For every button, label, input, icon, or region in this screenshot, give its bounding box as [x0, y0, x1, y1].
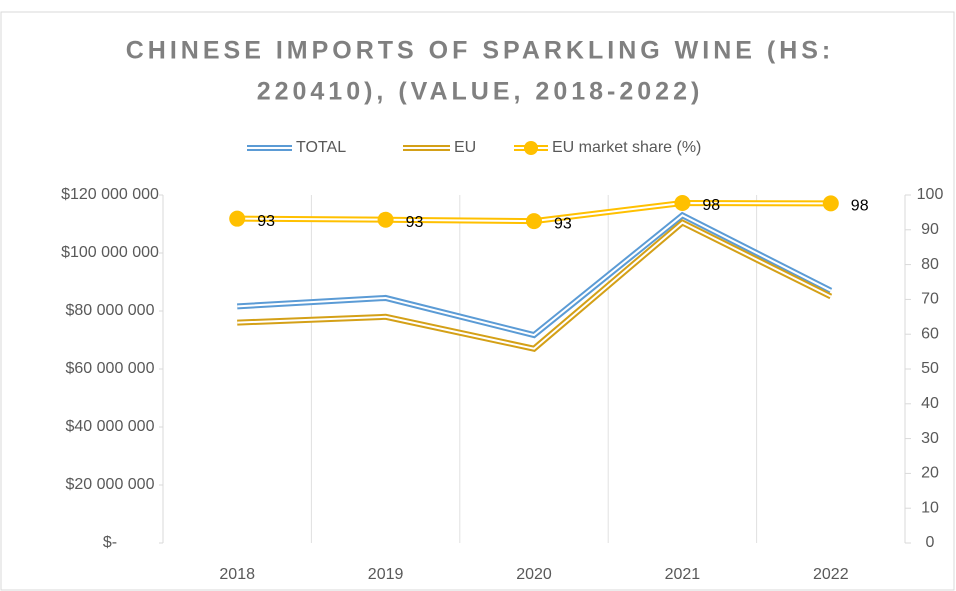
marker	[377, 211, 394, 228]
chart-border	[0, 11, 955, 591]
chart-title: 220410), (VALUE, 2018-2022)	[257, 78, 704, 106]
y2-tick-label: 20	[921, 465, 939, 482]
y2-tick-label: 60	[921, 325, 939, 342]
series-line-inner	[237, 221, 832, 350]
y-tick-label: $60 000 000	[66, 360, 155, 377]
y2-tick-label: 40	[921, 395, 939, 412]
data-label: 93	[554, 215, 572, 232]
y2-tick-label: 70	[921, 291, 939, 308]
y2-tick-label: 80	[921, 256, 939, 273]
y2-tick-label: 10	[921, 499, 939, 516]
x-tick-label: 2020	[516, 566, 552, 583]
x-tick-label: 2022	[813, 566, 849, 583]
y-tick-label: $40 000 000	[66, 418, 155, 435]
y-tick-label: $80 000 000	[66, 302, 155, 319]
y2-tick-label: 100	[917, 186, 944, 203]
data-label: 93	[406, 214, 424, 231]
legend-label: EU	[454, 139, 476, 156]
y2-tick-label: 50	[921, 360, 939, 377]
legend-label: TOTAL	[296, 139, 346, 156]
series-line-inner	[237, 214, 832, 337]
y2-tick-label: 0	[926, 534, 935, 551]
x-tick-label: 2018	[219, 566, 255, 583]
y-tick-label: $120 000 000	[61, 186, 159, 203]
legend-marker	[524, 141, 538, 155]
marker	[822, 195, 839, 212]
y-tick-label: $20 000 000	[66, 476, 155, 493]
chart-title: CHINESE IMPORTS OF SPARKLING WINE (HS:	[126, 37, 835, 65]
marker	[674, 195, 691, 212]
data-label: 98	[702, 197, 720, 214]
data-label: 93	[257, 213, 275, 230]
y2-tick-label: 30	[921, 430, 939, 447]
data-label: 98	[851, 198, 869, 215]
y2-tick-label: 90	[921, 221, 939, 238]
marker	[229, 210, 246, 227]
legend-label: EU market share (%)	[552, 139, 701, 156]
x-tick-label: 2021	[665, 566, 701, 583]
y-tick-label: $100 000 000	[61, 244, 159, 261]
y-tick-label: $-	[103, 534, 117, 551]
x-tick-label: 2019	[368, 566, 404, 583]
marker	[526, 213, 542, 230]
